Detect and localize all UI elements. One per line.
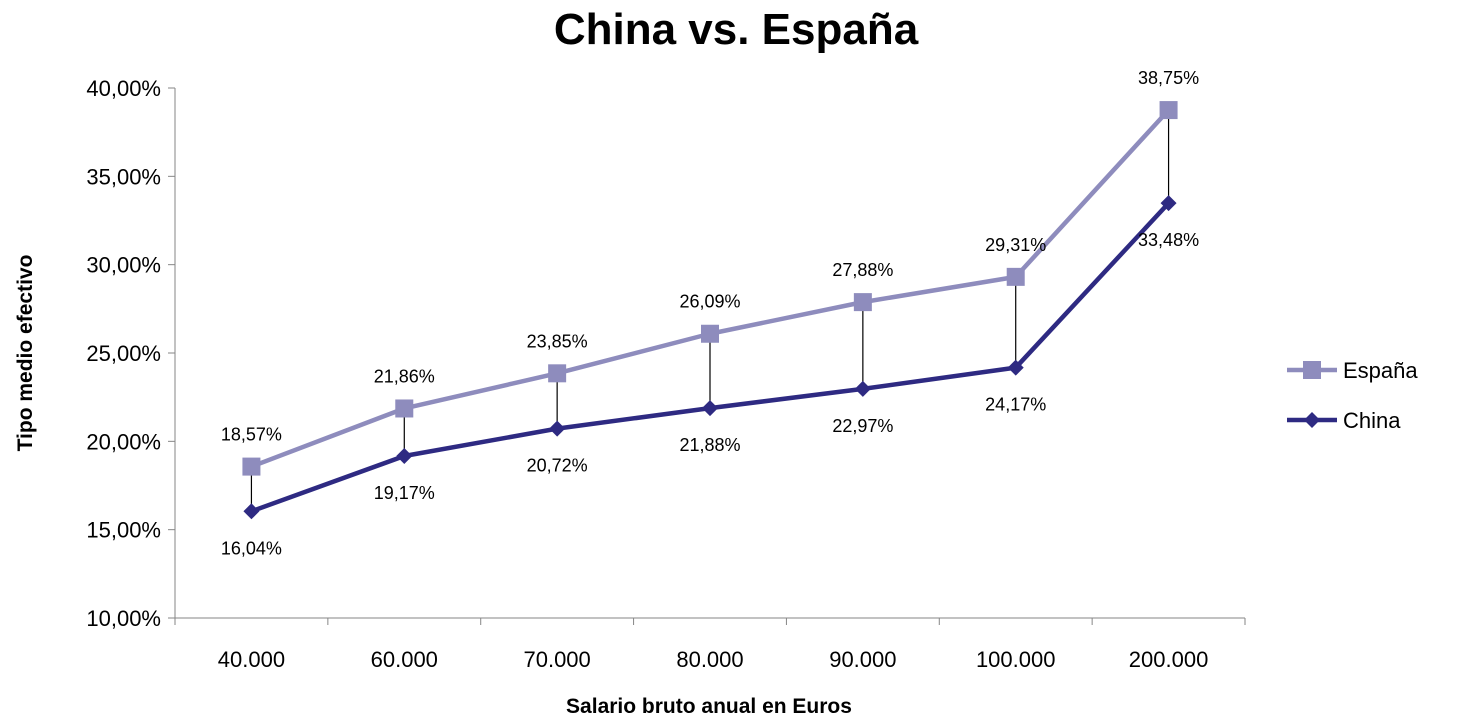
data-point-china [243,503,260,520]
data-point-espana [1159,101,1178,120]
y-tick-label: 40,00% [86,76,161,101]
data-label-espana: 18,57% [221,425,282,445]
y-tick-label: 30,00% [86,253,161,278]
data-point-china [1160,195,1177,212]
data-point-china [1304,412,1320,428]
y-tick-label: 25,00% [86,341,161,366]
data-labels: 18,57% 21,86% 23,85% 26,09% 27,88% 29,31% 38,7… [221,68,1199,558]
y-axis-title: Tipo medio efectivo [14,255,37,452]
data-point-espana [242,457,261,476]
data-point-china [854,380,871,397]
data-label-china: 24,17% [985,395,1046,415]
y-tick-label: 10,00% [86,606,161,631]
chart-title: China vs. España [554,5,919,54]
x-tick-label: 60.000 [371,647,438,672]
x-tick-label: 80.000 [676,647,743,672]
y-tick-label: 15,00% [86,518,161,543]
data-label-espana: 38,75% [1138,68,1199,88]
data-point-china [702,400,718,417]
series-group [242,101,1178,520]
data-point-china [396,447,413,464]
data-point-china [549,420,566,437]
legend-label-espana: España [1343,358,1418,383]
data-point-espana [1006,267,1025,286]
axes: 10,00% 15,00% 20,00% 25,00% 30,00% 35,00% 40,0… [86,76,1246,672]
legend-label-china: China [1343,408,1401,433]
data-label-espana: 29,31% [985,235,1046,255]
data-label-espana: 21,86% [374,366,435,386]
data-label-china: 21,88% [679,435,740,455]
data-label-espana: 23,85% [527,331,588,351]
data-point-espana [701,324,719,343]
data-point-china [1007,359,1024,376]
data-point-espana [853,293,872,312]
data-point-espana [1303,361,1321,379]
data-label-china: 19,17% [374,483,435,503]
data-label-china: 33,48% [1138,230,1199,250]
x-tick-label: 200.000 [1129,647,1209,672]
data-label-espana: 27,88% [832,260,893,280]
x-axis-title: Salario bruto anual en Euros [566,695,852,718]
legend: España China [1287,358,1418,433]
x-tick-label: 40.000 [218,647,285,672]
y-tick-label: 20,00% [86,429,161,454]
y-tick-label: 35,00% [86,164,161,189]
data-point-espana [395,399,414,418]
data-point-espana [548,364,567,383]
x-tick-label: 100.000 [976,647,1056,672]
data-label-espana: 26,09% [679,292,740,312]
data-label-china: 16,04% [221,538,282,558]
data-label-china: 20,72% [527,456,588,476]
data-label-china: 22,97% [832,416,893,436]
x-tick-label: 90.000 [829,647,896,672]
x-tick-label: 70.000 [523,647,590,672]
